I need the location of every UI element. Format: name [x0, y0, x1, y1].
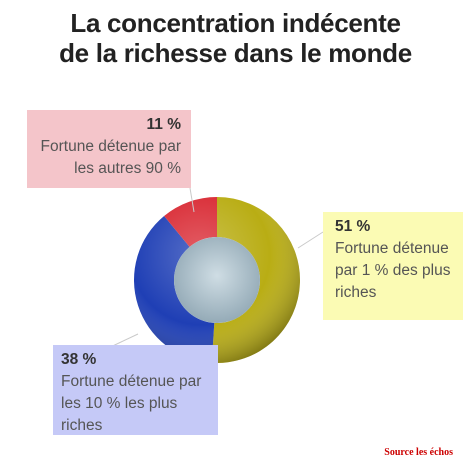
leader-line-yellow — [297, 231, 324, 249]
callout-yellow-percent: 51 % — [335, 218, 371, 235]
source-credit: Source les échos — [384, 447, 453, 458]
title-line-2: de la richesse dans le monde — [59, 38, 412, 68]
title-line-1: La concentration indécente — [70, 8, 401, 38]
callout-red-text: Fortune détenue par les autres 90 % — [40, 138, 181, 177]
donut-hole — [174, 237, 260, 323]
callout-yellow-text: Fortune détenue par 1 % des plus riches — [335, 240, 451, 301]
callout-10-pourcent: 38 % Fortune détenue par les 10 % les pl… — [53, 345, 218, 435]
callout-red-percent: 11 % — [146, 116, 181, 133]
callout-blue-percent: 38 % — [61, 351, 97, 368]
callout-1-pourcent: 51 % Fortune détenue par 1 % des plus ri… — [323, 212, 463, 320]
leader-line-red — [189, 187, 195, 213]
callout-autres-90: 11 % Fortune détenue par les autres 90 % — [27, 110, 191, 188]
chart-title: La concentration indécente de la richess… — [0, 8, 471, 68]
callout-blue-text: Fortune détenue par les 10 % les plus ri… — [61, 373, 202, 434]
